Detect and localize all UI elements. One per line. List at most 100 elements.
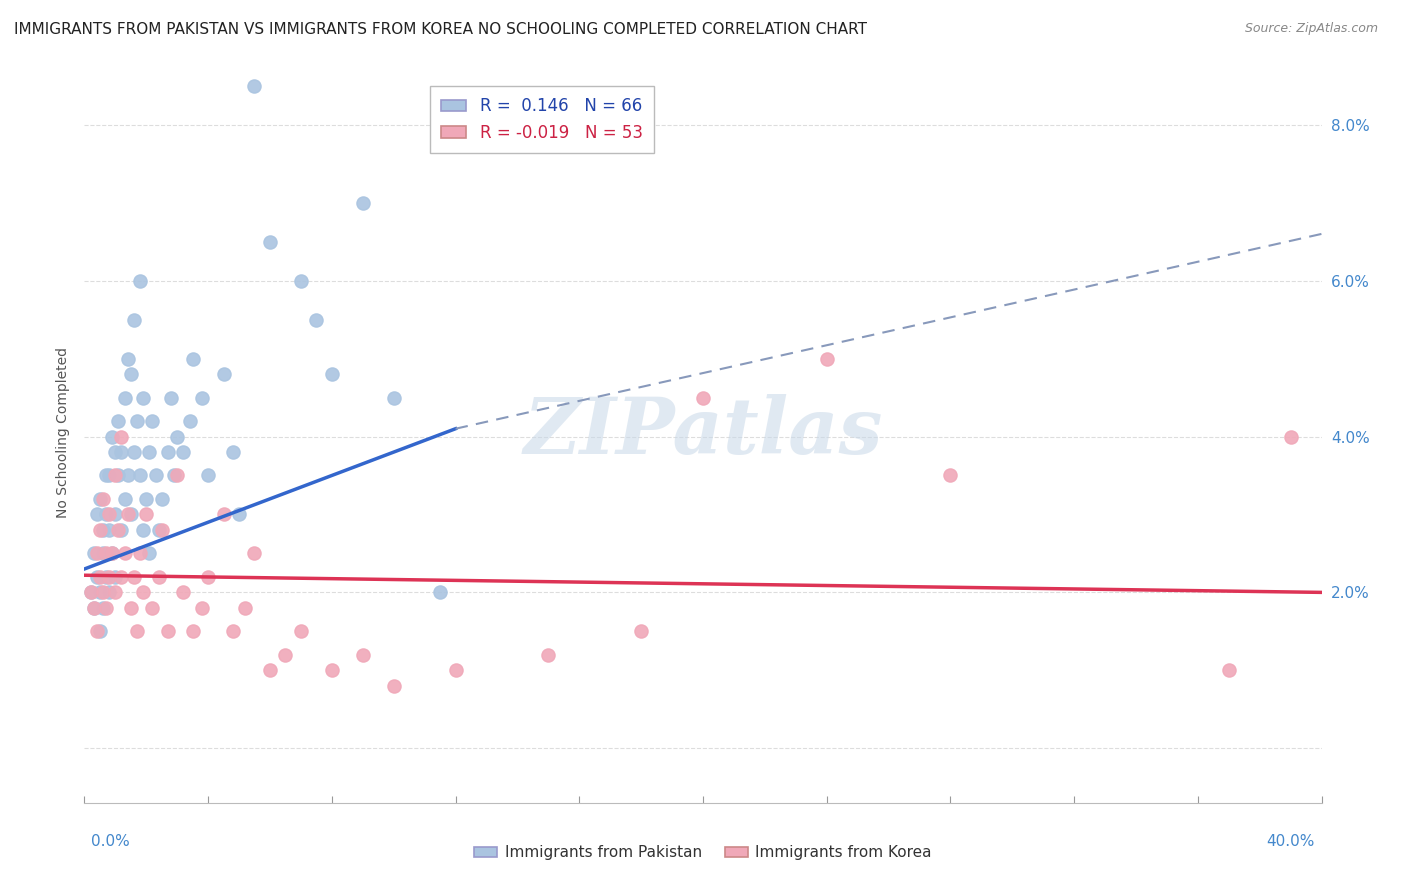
Point xyxy=(352,648,374,662)
Point xyxy=(79,585,101,599)
Text: ZIPatlas: ZIPatlas xyxy=(523,394,883,471)
Point xyxy=(305,312,328,326)
Point xyxy=(104,508,127,522)
Point xyxy=(83,601,105,615)
Point xyxy=(104,570,127,584)
Point xyxy=(630,624,652,639)
Point xyxy=(129,546,152,560)
Point xyxy=(110,429,132,443)
Point xyxy=(290,624,312,639)
Point xyxy=(138,546,160,560)
Point xyxy=(222,624,245,639)
Point xyxy=(160,391,183,405)
Point xyxy=(243,546,266,560)
Point xyxy=(120,367,142,381)
Point xyxy=(94,570,117,584)
Point xyxy=(107,523,129,537)
Point xyxy=(114,391,136,405)
Point xyxy=(321,367,343,381)
Point xyxy=(129,468,152,483)
Point xyxy=(156,624,179,639)
Point xyxy=(150,491,173,506)
Point xyxy=(166,429,188,443)
Point xyxy=(382,679,405,693)
Point xyxy=(117,508,139,522)
Legend: R =  0.146   N = 66, R = -0.019   N = 53: R = 0.146 N = 66, R = -0.019 N = 53 xyxy=(430,86,654,153)
Point xyxy=(212,367,235,381)
Point xyxy=(110,523,132,537)
Point xyxy=(172,445,194,459)
Point xyxy=(129,274,152,288)
Point xyxy=(101,546,124,560)
Point xyxy=(233,601,256,615)
Point xyxy=(83,546,105,560)
Point xyxy=(94,468,117,483)
Text: 40.0%: 40.0% xyxy=(1267,834,1315,849)
Point xyxy=(179,414,201,428)
Point xyxy=(125,624,148,639)
Point xyxy=(156,445,179,459)
Point xyxy=(148,570,170,584)
Point xyxy=(259,235,281,249)
Point xyxy=(114,546,136,560)
Point xyxy=(98,523,121,537)
Point xyxy=(132,391,155,405)
Point xyxy=(114,491,136,506)
Point xyxy=(101,429,124,443)
Point xyxy=(122,570,145,584)
Point xyxy=(86,570,108,584)
Point xyxy=(1279,429,1302,443)
Point xyxy=(98,508,121,522)
Point xyxy=(89,585,111,599)
Point xyxy=(86,546,108,560)
Point xyxy=(89,523,111,537)
Point xyxy=(352,195,374,210)
Point xyxy=(94,546,117,560)
Point xyxy=(1218,663,1240,677)
Point xyxy=(83,601,105,615)
Point xyxy=(444,663,467,677)
Point xyxy=(166,468,188,483)
Point xyxy=(429,585,451,599)
Point xyxy=(141,414,163,428)
Point xyxy=(172,585,194,599)
Text: IMMIGRANTS FROM PAKISTAN VS IMMIGRANTS FROM KOREA NO SCHOOLING COMPLETED CORRELA: IMMIGRANTS FROM PAKISTAN VS IMMIGRANTS F… xyxy=(14,22,868,37)
Point xyxy=(104,585,127,599)
Point xyxy=(91,585,114,599)
Point xyxy=(122,445,145,459)
Point xyxy=(191,391,214,405)
Point xyxy=(132,585,155,599)
Point xyxy=(132,523,155,537)
Point xyxy=(191,601,214,615)
Point xyxy=(101,546,124,560)
Point xyxy=(110,445,132,459)
Point xyxy=(91,601,114,615)
Point xyxy=(86,508,108,522)
Point xyxy=(89,624,111,639)
Point xyxy=(135,508,157,522)
Legend: Immigrants from Pakistan, Immigrants from Korea: Immigrants from Pakistan, Immigrants fro… xyxy=(468,839,938,866)
Text: 0.0%: 0.0% xyxy=(91,834,131,849)
Point xyxy=(117,468,139,483)
Text: Source: ZipAtlas.com: Source: ZipAtlas.com xyxy=(1244,22,1378,36)
Point xyxy=(939,468,962,483)
Point xyxy=(91,523,114,537)
Point xyxy=(110,570,132,584)
Point xyxy=(148,523,170,537)
Point xyxy=(290,274,312,288)
Point xyxy=(104,445,127,459)
Point xyxy=(243,78,266,93)
Point xyxy=(107,414,129,428)
Point xyxy=(141,601,163,615)
Point xyxy=(537,648,560,662)
Point xyxy=(163,468,186,483)
Point xyxy=(815,351,838,366)
Point xyxy=(120,508,142,522)
Point xyxy=(197,468,219,483)
Point xyxy=(259,663,281,677)
Point xyxy=(228,508,250,522)
Point xyxy=(94,601,117,615)
Point xyxy=(91,491,114,506)
Point xyxy=(94,508,117,522)
Point xyxy=(181,624,204,639)
